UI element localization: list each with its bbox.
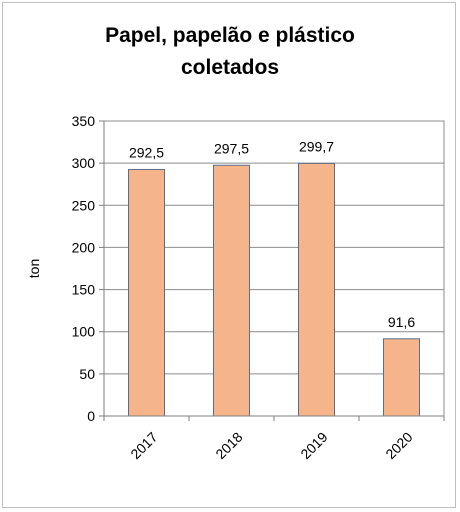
y-tick-label: 150: [72, 282, 96, 298]
x-tick-label-2017: 2017: [127, 429, 160, 462]
bars: [128, 162, 420, 417]
bar-2019: [298, 162, 335, 417]
chart-title-line-1: Papel, papelão e plástico: [105, 24, 355, 47]
x-tick-label-2019: 2019: [297, 429, 330, 462]
data-label-2020: 91,6: [388, 314, 415, 330]
chart-title: Papel, papelão e plástico coletados: [0, 20, 460, 84]
bar-2018: [213, 164, 250, 417]
y-tick-label: 300: [72, 155, 96, 171]
bar-2017: [128, 168, 165, 417]
y-tick-label: 100: [72, 324, 96, 340]
data-label-2017: 292,5: [129, 144, 164, 160]
y-tick-label: 350: [72, 113, 96, 129]
y-tick-label: 0: [87, 408, 95, 424]
x-tick-label-2020: 2020: [382, 429, 415, 462]
y-axis-title: ton: [26, 259, 42, 278]
data-label-2019: 299,7: [299, 138, 334, 154]
bar-2020: [383, 338, 420, 417]
y-tick-label: 250: [72, 197, 96, 213]
y-tick-label: 200: [72, 239, 96, 255]
axes: [99, 120, 445, 421]
y-tick-label: 50: [79, 366, 95, 382]
data-label-2018: 297,5: [214, 140, 249, 156]
chart-title-line-2: coletados: [180, 56, 280, 79]
x-tick-label-2018: 2018: [212, 429, 245, 462]
